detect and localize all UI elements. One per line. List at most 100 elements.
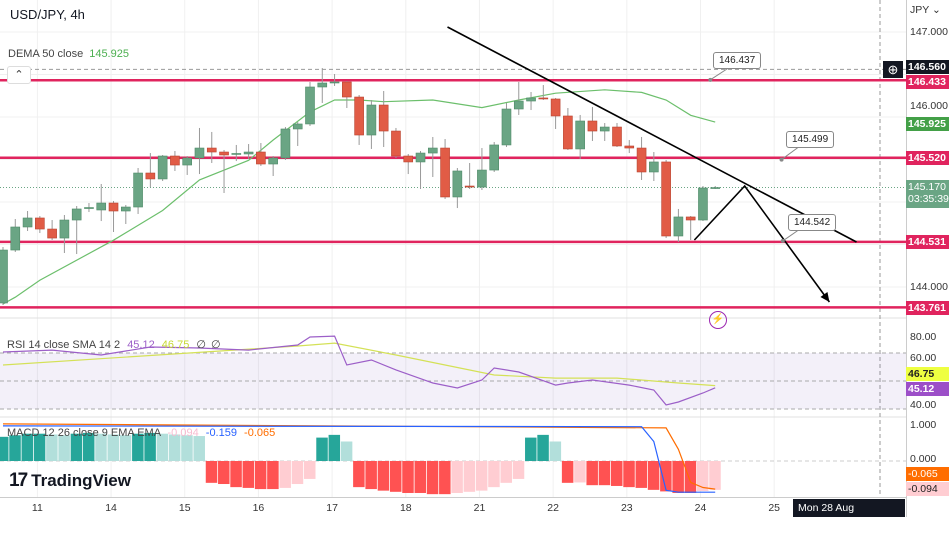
candle [587, 120, 598, 132]
macd-histogram-bar [304, 461, 316, 479]
candle [219, 151, 229, 156]
collapse-legend-button[interactable]: ⌃ [7, 66, 31, 84]
rsi-label: RSI 14 close SMA 14 2 [7, 339, 121, 351]
rsi-value: 45.12 [127, 339, 155, 351]
callout-anchor [708, 77, 713, 82]
macd-tick: 0.000 [910, 453, 937, 465]
macd-histogram-bar [353, 461, 365, 488]
chevron-up-icon: ⌃ [14, 69, 24, 81]
chart-canvas[interactable] [0, 0, 906, 497]
lightning-event-icon[interactable]: ⚡ [709, 311, 727, 329]
price-callout-3[interactable]: 144.542 [788, 214, 837, 231]
macd-histogram-bar [439, 461, 451, 495]
time-axis[interactable] [0, 497, 906, 518]
macd-histogram-bar [193, 436, 205, 461]
macd-histogram-bar [291, 461, 304, 485]
candle [59, 219, 70, 239]
symbol-title[interactable]: USD/JPY, 4h [10, 7, 85, 22]
tradingview-logo[interactable]: 17 TradingView [9, 470, 131, 492]
candle [440, 147, 450, 198]
macd-signal-label: -0.065 [906, 467, 949, 481]
candle [47, 228, 57, 239]
candle [538, 97, 549, 100]
candle [292, 123, 303, 130]
macd-histogram-bar [9, 435, 21, 461]
macd-histogram-bar [500, 461, 512, 483]
candle [317, 82, 328, 88]
macd-histogram-bar [33, 433, 46, 461]
candle [452, 170, 463, 198]
macd-histogram-bar [242, 461, 255, 488]
macd-label: MACD 12 26 close 9 EMA EMA [7, 427, 161, 439]
candle [685, 216, 696, 221]
callout-anchor [779, 157, 784, 162]
candle [182, 157, 192, 166]
macd-histogram-bar [82, 432, 95, 461]
candle [599, 126, 610, 132]
candle [550, 98, 561, 117]
time-label: 22 [547, 502, 559, 514]
arrow-head-icon [820, 291, 830, 302]
candle [710, 187, 721, 189]
candle [71, 208, 82, 221]
macd-histogram-bar [168, 434, 181, 461]
macd-histogram-bar [586, 461, 598, 486]
candle [170, 155, 180, 166]
rsi-tick: 40.00 [910, 399, 937, 411]
macd-histogram-bar [132, 433, 144, 461]
add-alert-plus-button[interactable]: ⊕ [883, 61, 903, 78]
macd-legend[interactable]: MACD 12 26 close 9 EMA EMA -0.094 -0.159… [7, 427, 275, 439]
macd-histogram-bar [328, 434, 341, 461]
dema-legend[interactable]: DEMA 50 close 145.925 [8, 48, 129, 60]
level-label-2: 145.520 [906, 151, 949, 165]
macd-histogram-bar [525, 437, 537, 461]
macd-histogram-bar [512, 461, 525, 479]
macd-histogram-bar [0, 436, 9, 461]
candle [513, 100, 524, 110]
macd-histogram-bar [660, 461, 672, 492]
time-label: 15 [178, 502, 191, 514]
rsi-tick: 60.00 [910, 352, 937, 364]
candle [636, 147, 647, 173]
callout-pointer [781, 145, 801, 160]
callout-pointer [710, 66, 731, 81]
candle [378, 104, 389, 132]
plus-circle-icon: ⊕ [887, 62, 899, 77]
macd-histogram-bar [537, 434, 549, 461]
macd-histogram-bar [95, 433, 107, 461]
candle [305, 86, 315, 125]
time-label: 24 [694, 502, 707, 514]
macd-histogram-bar [46, 434, 58, 461]
price-callout-1[interactable]: 146.437 [713, 52, 762, 69]
rsi-line [2, 335, 716, 406]
candle [464, 185, 475, 188]
time-label: 21 [473, 502, 486, 514]
macd-signal-line [2, 423, 716, 490]
candle [403, 155, 414, 163]
candle [391, 130, 401, 157]
candle [661, 161, 671, 237]
macd-histogram-bar [414, 461, 427, 493]
candle [108, 202, 119, 212]
macd-histogram-bar [463, 461, 476, 492]
currency-selector[interactable]: JPY ⌄ [910, 4, 941, 16]
tradingview-mark-icon: 17 [9, 470, 28, 491]
candle [256, 151, 266, 165]
rsi-legend[interactable]: RSI 14 close SMA 14 2 45.12 46.75 ∅ ∅ [7, 338, 221, 351]
candle [194, 147, 205, 159]
candle [243, 151, 254, 155]
candle [96, 202, 107, 211]
candle [624, 145, 635, 149]
macd-histogram-bar [21, 433, 34, 461]
price-callout-2[interactable]: 145.499 [786, 131, 835, 148]
candle [489, 144, 500, 171]
rsi-sma-label: 46.75 [906, 367, 949, 381]
macd-histogram-bar [267, 461, 279, 490]
rsi-sma-value: 46.75 [161, 339, 190, 351]
candle [526, 97, 536, 102]
candle [673, 216, 684, 237]
crosshair-date-label: Mon 28 Aug '23 09:00 [793, 499, 905, 532]
rsi-extra-1: ∅ [196, 339, 206, 351]
price-tick: 144.000 [910, 281, 948, 293]
level-label-3: 144.531 [906, 235, 949, 249]
